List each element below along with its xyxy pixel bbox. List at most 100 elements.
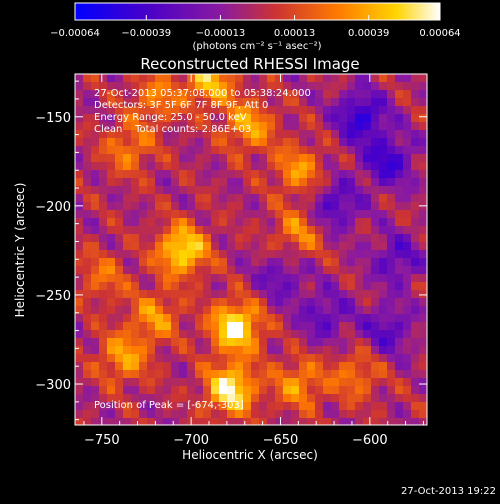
heatmap-cell: [203, 410, 211, 418]
heatmap-cell: [131, 194, 139, 202]
heatmap-cell: [291, 354, 299, 362]
heatmap-cell: [363, 338, 371, 346]
heatmap-cell: [187, 162, 195, 170]
heatmap-cell: [219, 258, 227, 266]
heatmap-cell: [411, 226, 419, 234]
heatmap-cell: [323, 154, 331, 162]
heatmap-cell: [355, 114, 363, 122]
heatmap-cell: [91, 138, 99, 146]
heatmap-cell: [155, 338, 163, 346]
heatmap-cell: [83, 242, 91, 250]
heatmap-cell: [139, 314, 147, 322]
heatmap-cell: [227, 186, 235, 194]
heatmap-cell: [243, 130, 251, 138]
heatmap-cell: [203, 130, 211, 138]
heatmap-cell: [187, 154, 195, 162]
heatmap-cell: [267, 242, 275, 250]
heatmap-cell: [387, 266, 395, 274]
heatmap-cell: [107, 346, 115, 354]
heatmap-cell: [107, 210, 115, 218]
heatmap-cell: [411, 242, 419, 250]
heatmap-cell: [91, 314, 99, 322]
heatmap-cell: [339, 74, 347, 82]
heatmap-cell: [179, 194, 187, 202]
heatmap-cell: [171, 338, 179, 346]
heatmap-cell: [83, 274, 91, 282]
heatmap-cell: [235, 154, 243, 162]
heatmap-cell: [171, 370, 179, 378]
heatmap-cell: [243, 266, 251, 274]
heatmap-cell: [411, 202, 419, 210]
heatmap-cell: [411, 418, 419, 425]
y-tick-label: −300: [35, 378, 71, 393]
heatmap-cell: [99, 298, 107, 306]
heatmap-cell: [323, 234, 331, 242]
heatmap-cell: [363, 90, 371, 98]
heatmap-cell: [107, 362, 115, 370]
heatmap-cell: [235, 266, 243, 274]
heatmap-cell: [123, 82, 131, 90]
heatmap-cell: [251, 338, 259, 346]
heatmap-cell: [395, 82, 403, 90]
heatmap-cell: [379, 202, 387, 210]
heatmap-cell: [307, 106, 315, 114]
heatmap-cell: [187, 226, 195, 234]
heatmap-cell: [171, 98, 179, 106]
heatmap-cell: [195, 154, 203, 162]
heatmap-cell: [91, 226, 99, 234]
heatmap-cell: [123, 194, 131, 202]
heatmap-cell: [131, 282, 139, 290]
heatmap-cell: [179, 418, 187, 425]
heatmap-cell: [283, 210, 291, 218]
heatmap-cell: [171, 298, 179, 306]
heatmap-cell: [211, 338, 219, 346]
heatmap-cell: [147, 410, 155, 418]
heatmap-cell: [275, 170, 283, 178]
heatmap-cell: [371, 186, 379, 194]
heatmap-cell: [355, 202, 363, 210]
heatmap-cell: [131, 162, 139, 170]
heatmap-cell: [307, 298, 315, 306]
heatmap-cell: [203, 258, 211, 266]
heatmap-cell: [403, 82, 411, 90]
heatmap-cell: [131, 298, 139, 306]
heatmap-cell: [323, 306, 331, 314]
heatmap-cell: [307, 178, 315, 186]
heatmap-cell: [91, 282, 99, 290]
heatmap-cell: [211, 106, 219, 114]
heatmap-cell: [219, 298, 227, 306]
heatmap-cell: [371, 178, 379, 186]
heatmap-cell: [219, 114, 227, 122]
heatmap-cell: [195, 194, 203, 202]
heatmap-cell: [307, 338, 315, 346]
heatmap-cell: [155, 306, 163, 314]
heatmap-cell: [75, 250, 83, 258]
heatmap-cell: [115, 194, 123, 202]
heatmap-cell: [187, 306, 195, 314]
heatmap-cell: [91, 186, 99, 194]
heatmap-cell: [371, 266, 379, 274]
heatmap-cell: [227, 130, 235, 138]
heatmap-cell: [147, 90, 155, 98]
heatmap-cell: [379, 298, 387, 306]
heatmap-cell: [147, 234, 155, 242]
heatmap-cell: [251, 266, 259, 274]
heatmap-cell: [203, 106, 211, 114]
x-tick-label: −650: [263, 433, 299, 448]
heatmap-cell: [275, 274, 283, 282]
heatmap-cell: [195, 394, 203, 402]
heatmap-cell: [275, 290, 283, 298]
heatmap-cell: [419, 226, 427, 234]
heatmap-cell: [331, 202, 339, 210]
heatmap-cell: [323, 74, 331, 82]
heatmap-cell: [323, 338, 331, 346]
heatmap-cell: [171, 394, 179, 402]
heatmap-cell: [219, 194, 227, 202]
heatmap-cell: [307, 314, 315, 322]
heatmap-cell: [235, 130, 243, 138]
heatmap-cell: [339, 90, 347, 98]
heatmap-cell: [267, 298, 275, 306]
heatmap-cell: [347, 162, 355, 170]
heatmap-cell: [251, 346, 259, 354]
x-axis-label: Heliocentric X (arcsec): [182, 448, 318, 462]
